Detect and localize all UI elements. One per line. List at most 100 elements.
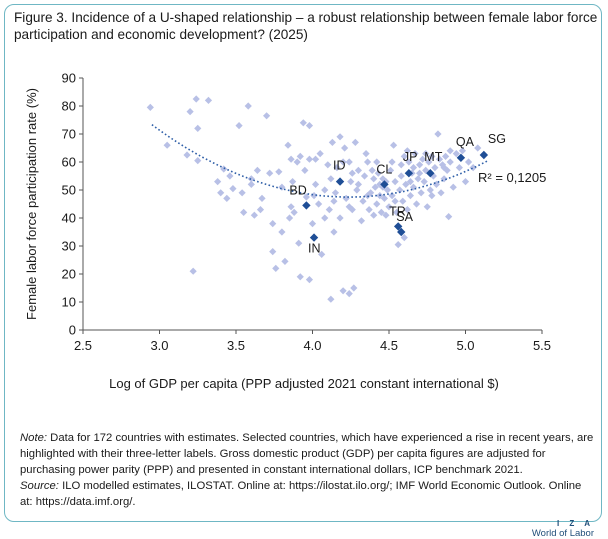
country-point (464, 158, 473, 166)
country-point (269, 248, 277, 256)
country-point (194, 157, 202, 165)
country-point (240, 208, 248, 216)
country-point (426, 186, 434, 194)
country-point (360, 172, 369, 180)
country-point (336, 214, 344, 222)
country-point (272, 264, 280, 272)
country-point (278, 183, 286, 191)
country-point (318, 250, 326, 258)
country-point (374, 169, 382, 177)
country-point (253, 166, 262, 174)
country-point (235, 122, 243, 130)
country-point (422, 166, 430, 174)
country-point (348, 206, 356, 214)
country-point (305, 122, 314, 130)
highlight-label: JP (403, 150, 418, 164)
highlight-label: SA (396, 210, 413, 224)
country-point (380, 194, 389, 202)
country-point (367, 189, 375, 197)
country-point (363, 192, 372, 200)
country-point (357, 217, 366, 225)
country-point (250, 211, 258, 219)
country-point (275, 168, 283, 176)
country-point (229, 185, 237, 193)
y-tick-label: 70 (62, 127, 76, 142)
r-squared-annotation: R² = 0,1205 (478, 170, 546, 185)
x-tick-label: 4.0 (303, 338, 321, 353)
y-tick-label: 80 (62, 99, 76, 114)
country-point (406, 178, 415, 186)
country-point (377, 208, 385, 216)
source-label: Source: (20, 480, 59, 492)
figure-frame (4, 4, 602, 522)
country-point (308, 220, 317, 228)
country-point (416, 161, 424, 169)
country-point (445, 213, 453, 221)
country-point (393, 208, 401, 216)
country-point (420, 178, 428, 186)
country-point (442, 152, 450, 160)
country-point (388, 192, 396, 200)
country-point (333, 164, 341, 172)
country-point (315, 200, 323, 208)
country-point (345, 158, 353, 166)
y-tick-label: 40 (62, 211, 76, 226)
country-point (388, 158, 396, 166)
country-point (354, 180, 362, 188)
x-tick-label: 3.0 (150, 338, 168, 353)
country-point (440, 164, 448, 172)
country-point (189, 267, 197, 275)
x-tick-label: 2.5 (74, 338, 92, 353)
country-point (347, 178, 355, 186)
country-point (353, 186, 361, 194)
country-point (339, 158, 347, 166)
country-point (425, 158, 433, 166)
country-point (373, 200, 381, 208)
country-point (214, 178, 222, 186)
highlight-label: SG (488, 132, 506, 146)
country-point (434, 130, 442, 138)
highlight-point (380, 180, 389, 189)
iza-logo: I Z A World of Labor (532, 519, 594, 539)
country-point (223, 194, 231, 202)
country-point (325, 206, 333, 214)
trend-line (151, 124, 489, 198)
country-point (295, 239, 303, 247)
country-point (330, 197, 338, 205)
country-point (321, 186, 329, 194)
country-point (403, 147, 411, 155)
country-point (351, 138, 359, 146)
country-point (412, 200, 421, 208)
country-point (299, 119, 307, 127)
country-point (247, 180, 255, 188)
country-point (435, 155, 444, 163)
country-point (437, 189, 445, 197)
country-point (345, 290, 353, 298)
country-point (339, 287, 347, 295)
country-point (330, 228, 338, 236)
country-point (386, 166, 395, 174)
country-point (363, 158, 372, 166)
highlight-point (397, 227, 406, 237)
country-point (258, 194, 266, 202)
country-point (422, 150, 430, 158)
country-point (370, 211, 378, 219)
highlight-point (309, 233, 319, 242)
y-tick-label: 90 (62, 71, 76, 86)
y-tick-label: 10 (62, 295, 76, 310)
country-point (345, 203, 353, 211)
country-point (305, 155, 314, 163)
plot-area: 0 10 20 30 40 50 60 70 80 90 2.5 3.0 3.5 4.0 4.5 5.0 5.5… (24, 71, 551, 354)
country-point (350, 284, 358, 292)
country-point (391, 178, 399, 186)
country-point (406, 192, 415, 200)
country-point (383, 186, 392, 194)
country-point (396, 186, 404, 194)
highlight-point (335, 177, 345, 186)
country-point (266, 169, 274, 177)
country-point (192, 95, 200, 103)
country-point (186, 108, 194, 116)
x-tick-label: 5.0 (456, 338, 474, 353)
country-point (371, 183, 379, 191)
country-point (354, 166, 362, 174)
